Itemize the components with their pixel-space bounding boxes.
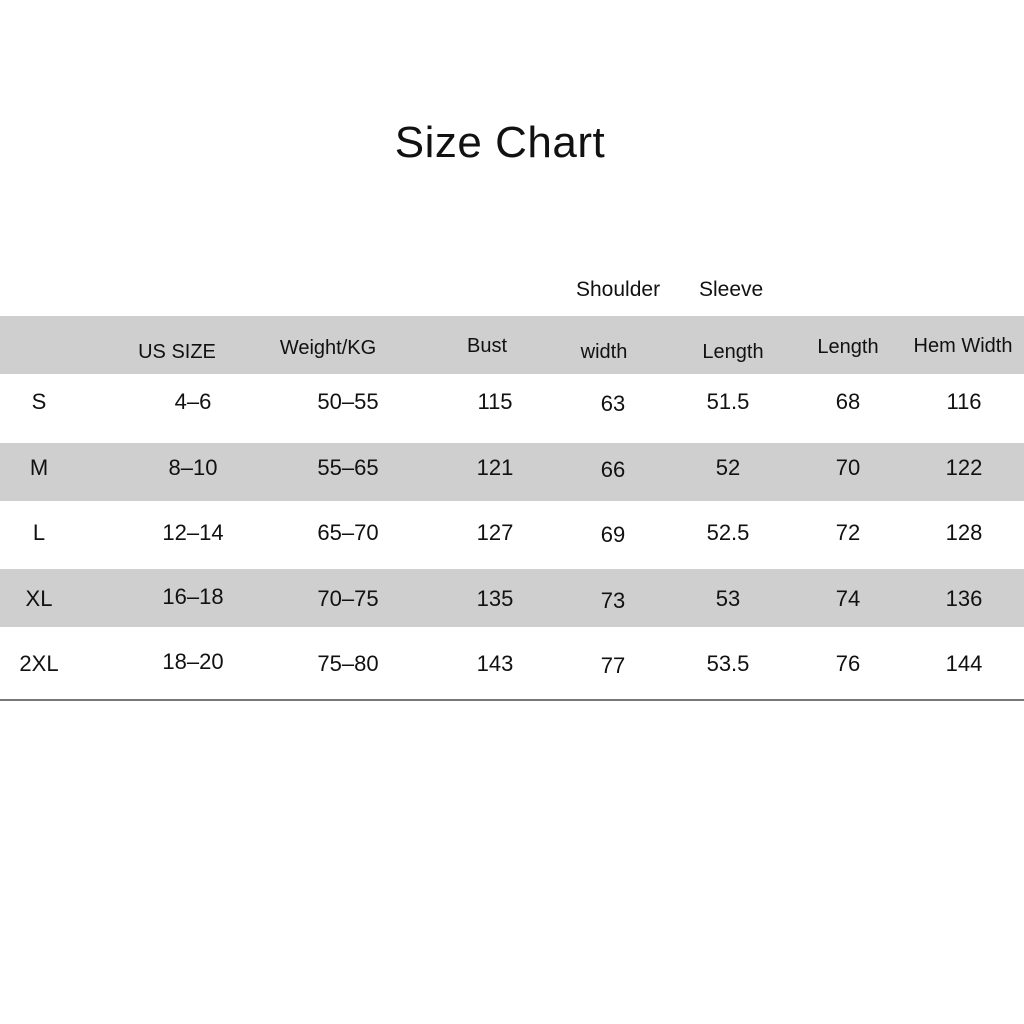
cell-shoulder-width: 69 [600, 522, 626, 547]
cell-length: 68 [835, 389, 861, 414]
cell-hem-width: 144 [945, 651, 983, 676]
col-header-sleeve-length: Length [702, 341, 764, 363]
cell-us-size: 4–6 [174, 389, 212, 414]
cell-bust: 135 [476, 586, 514, 611]
cell-length: 72 [835, 520, 861, 545]
cell-shoulder-width: 73 [600, 588, 626, 613]
cell-bust: 143 [476, 651, 514, 676]
cell-bust: 121 [476, 455, 514, 480]
cell-size: 2XL [19, 651, 59, 676]
cell-hem-width: 128 [945, 520, 983, 545]
cell-sleeve-length: 52 [715, 455, 741, 480]
cell-us-size: 18–20 [162, 649, 224, 674]
cell-size: M [29, 455, 49, 480]
cell-length: 76 [835, 651, 861, 676]
cell-us-size: 12–14 [162, 520, 224, 545]
cell-bust: 127 [476, 520, 514, 545]
cell-shoulder-width: 66 [600, 457, 626, 482]
col-header-bust: Bust [466, 335, 508, 357]
cell-size: XL [25, 586, 53, 611]
cell-length: 74 [835, 586, 861, 611]
cell-length: 70 [835, 455, 861, 480]
cell-weight: 55–65 [317, 455, 379, 480]
header-top-sleeve: Sleeve [699, 278, 764, 301]
col-header-hem-width: Hem Width [913, 335, 1013, 357]
cell-sleeve-length: 53.5 [706, 651, 750, 676]
cell-shoulder-width: 63 [600, 391, 626, 416]
cell-weight: 50–55 [317, 389, 379, 414]
cell-sleeve-length: 53 [715, 586, 741, 611]
cell-sleeve-length: 51.5 [706, 389, 750, 414]
header-top-shoulder: Shoulder [576, 278, 661, 301]
col-header-length: Length [817, 336, 879, 358]
cell-us-size: 8–10 [168, 455, 218, 480]
cell-size: S [31, 389, 47, 414]
cell-hem-width: 116 [946, 389, 982, 414]
cell-sleeve-length: 52.5 [706, 520, 750, 545]
col-header-us-size: US SIZE [138, 341, 216, 363]
cell-bust: 115 [477, 389, 513, 414]
cell-hem-width: 136 [945, 586, 983, 611]
page-title: Size Chart [394, 118, 606, 167]
row-band-xl [0, 569, 1024, 627]
cell-weight: 70–75 [317, 586, 379, 611]
cell-size: L [32, 520, 46, 545]
col-header-weight: Weight/KG [279, 337, 377, 359]
cell-shoulder-width: 77 [600, 653, 626, 678]
table-bottom-rule [0, 699, 1024, 701]
cell-weight: 65–70 [317, 520, 379, 545]
col-header-shoulder-width: width [580, 341, 628, 363]
cell-hem-width: 122 [945, 455, 983, 480]
cell-us-size: 16–18 [162, 584, 224, 609]
cell-weight: 75–80 [317, 651, 379, 676]
header-band [0, 316, 1024, 374]
row-band-m [0, 443, 1024, 501]
